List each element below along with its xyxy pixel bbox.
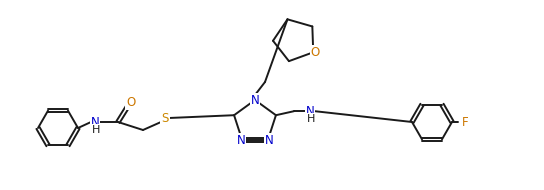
Text: N: N <box>251 93 259 107</box>
Text: N: N <box>91 116 100 128</box>
Text: O: O <box>126 97 135 109</box>
Text: N: N <box>306 105 314 118</box>
Text: N: N <box>237 134 245 147</box>
Text: N: N <box>264 134 273 147</box>
Text: O: O <box>311 46 320 59</box>
Text: F: F <box>462 116 468 128</box>
Text: H: H <box>92 125 100 135</box>
Text: H: H <box>307 114 315 124</box>
Text: S: S <box>162 112 169 124</box>
